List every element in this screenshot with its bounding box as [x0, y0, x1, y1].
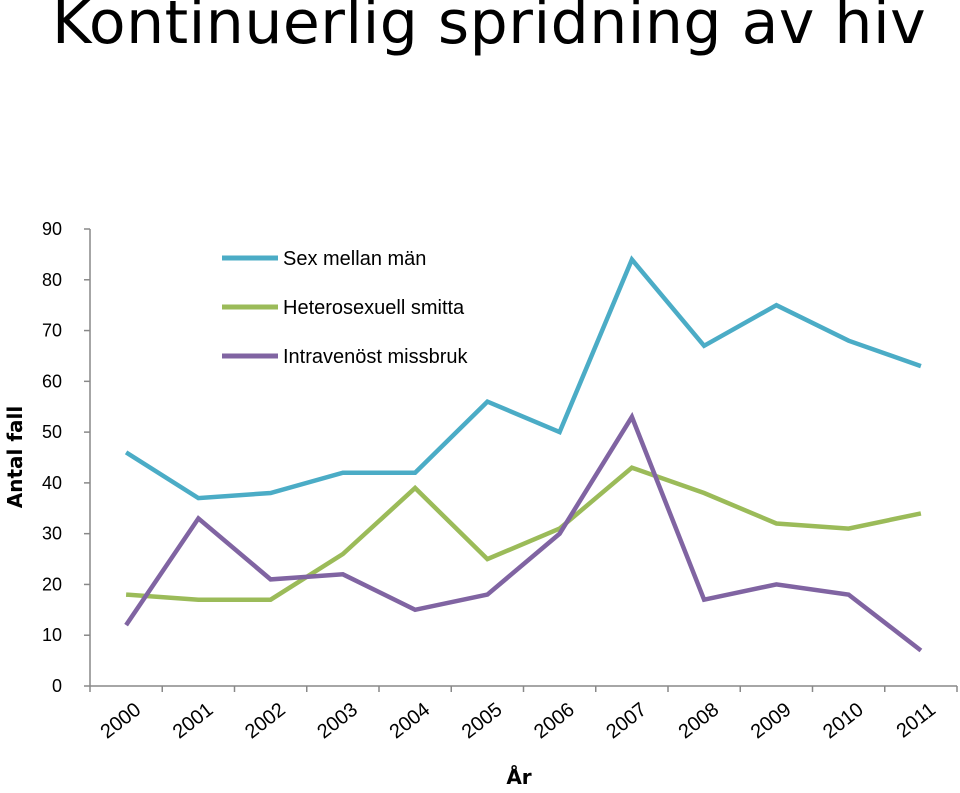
y-tick-label: 60 — [42, 371, 62, 391]
x-tick-label: 2010 — [819, 699, 868, 744]
x-tick-label: 2011 — [893, 699, 940, 743]
legend-label: Intravenöst missbruk — [283, 346, 469, 368]
x-tick-label: 2009 — [747, 699, 796, 744]
legend-label: Sex mellan män — [283, 248, 426, 270]
x-tick-label: 2002 — [241, 699, 290, 744]
axes — [84, 228, 958, 692]
x-tick-label: 2004 — [386, 699, 435, 744]
x-tick-label: 2007 — [602, 699, 651, 744]
y-tick-labels: 0 10 20 30 40 50 60 70 80 90 — [42, 219, 62, 696]
y-tick-label: 20 — [42, 574, 62, 594]
x-axis-title: År — [506, 765, 531, 789]
x-tick-label: 2006 — [530, 699, 579, 744]
y-tick-label: 30 — [42, 524, 62, 544]
y-tick-label: 50 — [42, 422, 62, 442]
slide-title: Kontinuerlig spridning av hiv — [52, 0, 927, 58]
legend-label: Heterosexuell smitta — [283, 297, 465, 319]
y-tick-label: 70 — [42, 321, 62, 341]
series-line-3 — [124, 411, 923, 653]
y-tick-label: 10 — [42, 625, 62, 645]
x-tick-label: 2008 — [675, 699, 724, 744]
x-tick-label: 2001 — [169, 699, 218, 744]
y-axis-title: Antal fall — [3, 406, 27, 509]
series-line-1 — [124, 255, 922, 501]
legend: Sex mellan män Heterosexuell smitta Intrav… — [222, 248, 469, 368]
y-tick-label: 80 — [42, 270, 62, 290]
y-tick-label: 90 — [42, 219, 62, 239]
series-line-2 — [125, 465, 922, 602]
x-tick-label: 2005 — [458, 699, 507, 744]
series-lines — [124, 255, 923, 653]
x-tick-labels: 2000 2001 2002 2003 2004 2005 2006 2007 2008 2009… — [97, 699, 940, 744]
x-tick-label: 2003 — [313, 699, 362, 744]
y-tick-label: 0 — [52, 676, 62, 696]
y-tick-label: 40 — [42, 473, 62, 493]
x-tick-label: 2000 — [97, 699, 146, 744]
